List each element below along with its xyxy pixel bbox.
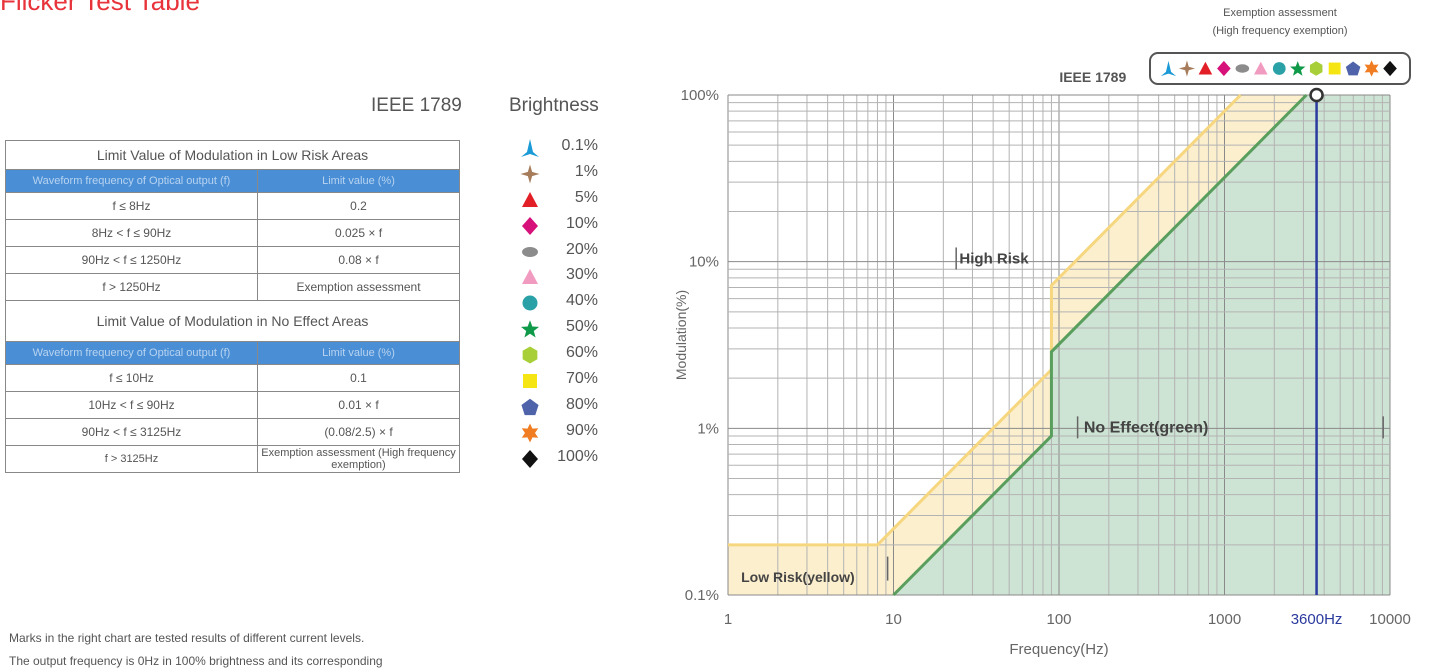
table-cell: 0.1 — [256, 364, 461, 392]
brightness-label: Brightness — [509, 95, 599, 116]
table-row: 90Hz < f ≤ 3125Hz (0.08/2.5) × f — [5, 418, 461, 446]
standard-label: IEEE 1789 — [371, 95, 462, 116]
legend-label: 70% — [565, 370, 598, 388]
table-row: f ≤ 10Hz 0.1 — [5, 364, 461, 392]
legend-label: 40% — [565, 292, 598, 310]
table-cell: Exemption assessment — [256, 273, 461, 301]
table-row: f > 3125Hz Exemption assessment (High fr… — [5, 445, 461, 473]
table-cell: f > 3125Hz — [5, 445, 258, 473]
legend-label: 60% — [565, 344, 598, 362]
table-cell: 0.01 × f — [256, 391, 461, 419]
y-tick-label: 0.1% — [685, 587, 719, 604]
tri-spike-icon — [1160, 60, 1177, 77]
hexagon-icon — [1309, 61, 1323, 76]
y-tick-label: 1% — [697, 420, 719, 437]
legend-label: 80% — [565, 395, 598, 413]
no-effect-col2-header: Limit value (%) — [256, 341, 461, 365]
y-tick-label: 100% — [681, 87, 719, 104]
x-tick-label: 3600Hz — [1291, 611, 1343, 628]
legend-label: 90% — [565, 421, 598, 439]
pentagon-icon — [520, 397, 540, 417]
table-cell: 90Hz < f ≤ 3125Hz — [5, 418, 258, 446]
circle-icon — [1272, 62, 1286, 75]
pentagon-icon — [1345, 61, 1361, 76]
burst-star-icon — [1364, 60, 1379, 77]
diamond-icon — [520, 216, 540, 236]
no-effect-col1-header: Waveform frequency of Optical output (f) — [5, 341, 258, 365]
no-effect-title: Limit Value of Modulation in No Effect A… — [4, 300, 461, 342]
x-tick-label: 100 — [1046, 611, 1071, 628]
legend-label: 0.1% — [561, 137, 598, 154]
label-bracket — [1382, 416, 1384, 439]
triangle-icon — [520, 267, 540, 287]
region-label: High Risk — [959, 250, 1029, 267]
label-bracket — [1076, 416, 1079, 439]
test-point-marker — [1309, 87, 1324, 103]
table-row: f ≤ 8Hz 0.2 — [5, 192, 461, 220]
burst-star-icon — [520, 423, 540, 443]
table-cell: 0.2 — [256, 192, 461, 220]
legend-label: 10% — [565, 214, 598, 232]
region-label: Low Risk(yellow) — [741, 569, 855, 585]
table-row: 90Hz < f ≤ 1250Hz 0.08 × f — [5, 246, 461, 274]
legend-label: 50% — [565, 318, 598, 336]
triangle-icon — [1198, 61, 1213, 75]
legend-label: 20% — [565, 240, 598, 258]
x-tick-label: 10000 — [1369, 611, 1411, 628]
exemption-caption: Exemption assessment — [1223, 7, 1337, 19]
table-row: f > 1250Hz Exemption assessment — [5, 273, 461, 301]
diamond-icon — [520, 449, 540, 469]
region-label: No Effect(green) — [1084, 419, 1208, 436]
ellipse-icon — [520, 242, 540, 262]
x-tick-label: 10 — [885, 611, 902, 628]
tri-spike-icon — [520, 138, 540, 158]
no-effect-line — [892, 93, 1308, 597]
x-tick-label: 1 — [724, 611, 732, 628]
table-cell: f ≤ 10Hz — [5, 364, 258, 392]
label-bracket — [955, 247, 957, 270]
chart-title: IEEE 1789 — [1059, 69, 1126, 85]
x-axis-label: Frequency(Hz) — [1009, 641, 1108, 658]
legend-label: 30% — [565, 266, 598, 284]
four-point-star-icon — [520, 164, 540, 184]
five-point-star-icon — [1290, 61, 1306, 76]
circle-icon — [520, 293, 540, 313]
exemption-caption: (High frequency exemption) — [1212, 25, 1348, 37]
diamond-icon — [1383, 60, 1397, 77]
five-point-star-icon — [520, 319, 540, 339]
square-icon — [1328, 62, 1341, 75]
hexagon-icon — [520, 345, 540, 365]
limits-table: Limit Value of Modulation in Low Risk Ar… — [4, 140, 461, 473]
low-risk-col2-header: Limit value (%) — [256, 169, 461, 193]
page-title: Flicker Test Table — [0, 0, 200, 16]
legend-label: 1% — [574, 162, 598, 180]
y-axis-label: Modulation(%) — [673, 290, 689, 380]
footnote-line: Marks in the right chart are tested resu… — [9, 631, 365, 645]
table-cell: Exemption assessment (High frequency exe… — [256, 445, 461, 473]
table-row: 8Hz < f ≤ 90Hz 0.025 × f — [5, 219, 461, 247]
triangle-icon — [1254, 61, 1268, 75]
ellipse-icon — [1235, 64, 1250, 73]
diamond-icon — [1217, 60, 1231, 77]
x-tick-label: 1000 — [1208, 611, 1241, 628]
y-tick-label: 10% — [689, 254, 719, 271]
label-bracket — [886, 556, 889, 581]
legend-label: 100% — [557, 447, 598, 465]
four-point-star-icon — [1178, 60, 1196, 77]
legend-label: 5% — [574, 188, 598, 206]
square-icon — [520, 371, 540, 391]
table-cell: 0.08 × f — [256, 246, 461, 274]
triangle-icon — [520, 190, 540, 210]
table-cell: 90Hz < f ≤ 1250Hz — [5, 246, 258, 274]
table-cell: f ≤ 8Hz — [5, 192, 258, 220]
low-risk-title: Limit Value of Modulation in Low Risk Ar… — [4, 140, 461, 170]
